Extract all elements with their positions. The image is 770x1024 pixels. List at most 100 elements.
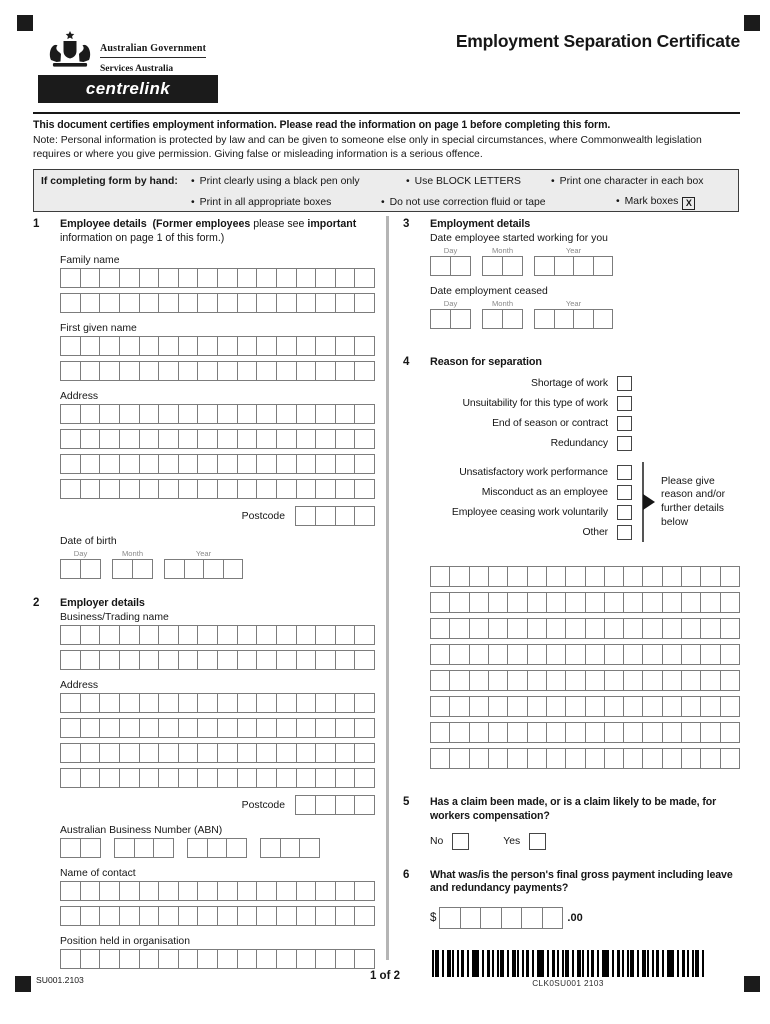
char-box[interactable] — [99, 881, 120, 902]
char-box[interactable] — [60, 336, 81, 357]
char-box[interactable] — [334, 293, 356, 314]
char-box[interactable] — [507, 748, 528, 769]
char-box[interactable] — [603, 722, 625, 743]
char-box[interactable] — [197, 693, 218, 714]
char-box[interactable] — [661, 644, 683, 665]
char-box[interactable] — [138, 479, 160, 500]
char-box[interactable] — [164, 559, 185, 580]
char-box[interactable] — [99, 429, 120, 450]
char-box[interactable] — [334, 361, 356, 382]
char-box[interactable] — [623, 722, 644, 743]
char-box[interactable] — [80, 559, 101, 580]
char-box[interactable] — [681, 592, 702, 613]
char-box[interactable] — [642, 696, 663, 717]
char-box[interactable] — [177, 693, 199, 714]
char-box[interactable] — [507, 592, 528, 613]
char-box[interactable] — [256, 479, 277, 500]
char-box[interactable] — [256, 881, 277, 902]
char-box[interactable] — [177, 650, 199, 671]
char-box[interactable] — [153, 838, 175, 859]
char-box[interactable] — [700, 722, 721, 743]
char-box[interactable] — [468, 566, 489, 587]
char-box[interactable] — [79, 949, 101, 970]
char-box[interactable] — [623, 618, 644, 639]
char-box[interactable] — [507, 696, 528, 717]
char-box[interactable] — [138, 743, 160, 764]
char-box[interactable] — [197, 906, 218, 927]
char-box[interactable] — [315, 718, 336, 739]
char-box[interactable] — [487, 748, 509, 769]
char-box[interactable] — [334, 718, 356, 739]
char-box[interactable] — [114, 838, 135, 859]
char-box[interactable] — [133, 838, 155, 859]
char-box[interactable] — [118, 336, 140, 357]
char-box[interactable] — [661, 618, 683, 639]
char-box[interactable] — [334, 454, 356, 475]
char-box[interactable] — [158, 881, 179, 902]
char-box[interactable] — [256, 268, 277, 289]
char-box[interactable] — [138, 454, 160, 475]
char-box[interactable] — [430, 670, 451, 691]
charbox-row[interactable] — [60, 404, 375, 425]
char-box[interactable] — [99, 404, 120, 425]
char-box[interactable] — [118, 949, 140, 970]
char-box[interactable] — [642, 592, 663, 613]
char-box[interactable] — [217, 650, 238, 671]
char-box[interactable] — [545, 592, 567, 613]
charbox-row[interactable] — [60, 768, 375, 789]
char-box[interactable] — [236, 693, 258, 714]
charbox-row[interactable] — [60, 718, 375, 739]
char-box[interactable] — [217, 479, 238, 500]
char-box[interactable] — [487, 644, 509, 665]
char-box[interactable] — [177, 625, 199, 646]
char-box[interactable] — [295, 650, 317, 671]
char-box[interactable] — [719, 618, 740, 639]
char-box[interactable] — [295, 404, 317, 425]
char-box[interactable] — [138, 949, 160, 970]
char-box[interactable] — [487, 670, 509, 691]
char-box[interactable] — [295, 906, 317, 927]
char-box[interactable] — [197, 768, 218, 789]
charbox-row[interactable] — [60, 881, 375, 902]
charbox-row[interactable] — [60, 743, 375, 764]
char-box[interactable] — [118, 881, 140, 902]
char-box[interactable] — [79, 404, 101, 425]
char-box[interactable] — [236, 479, 258, 500]
char-box[interactable] — [256, 768, 277, 789]
char-box[interactable] — [158, 404, 179, 425]
charbox-row[interactable] — [60, 336, 375, 357]
char-box[interactable] — [315, 625, 336, 646]
char-box[interactable] — [177, 454, 199, 475]
char-box[interactable] — [700, 592, 721, 613]
char-box[interactable] — [623, 748, 644, 769]
char-box[interactable] — [354, 479, 375, 500]
char-box[interactable] — [60, 906, 81, 927]
month-field[interactable] — [482, 256, 523, 276]
char-box[interactable] — [60, 881, 81, 902]
char-box[interactable] — [158, 268, 179, 289]
char-box[interactable] — [295, 693, 317, 714]
charbox-row[interactable] — [430, 670, 740, 691]
char-box[interactable] — [315, 693, 336, 714]
char-box[interactable] — [315, 268, 336, 289]
char-box[interactable] — [118, 625, 140, 646]
char-box[interactable] — [279, 838, 301, 859]
char-box[interactable] — [60, 768, 81, 789]
char-box[interactable] — [623, 644, 644, 665]
char-box[interactable] — [256, 743, 277, 764]
char-box[interactable] — [79, 650, 101, 671]
char-box[interactable] — [354, 336, 375, 357]
char-box[interactable] — [217, 693, 238, 714]
char-box[interactable] — [584, 722, 605, 743]
char-box[interactable] — [545, 618, 567, 639]
char-box[interactable] — [138, 881, 160, 902]
char-box[interactable] — [573, 256, 594, 276]
char-box[interactable] — [681, 566, 702, 587]
char-box[interactable] — [592, 309, 613, 329]
char-box[interactable] — [275, 293, 297, 314]
char-box[interactable] — [236, 743, 258, 764]
charbox-row[interactable] — [60, 454, 375, 475]
char-box[interactable] — [315, 404, 336, 425]
char-box[interactable] — [217, 881, 238, 902]
char-box[interactable] — [565, 670, 586, 691]
